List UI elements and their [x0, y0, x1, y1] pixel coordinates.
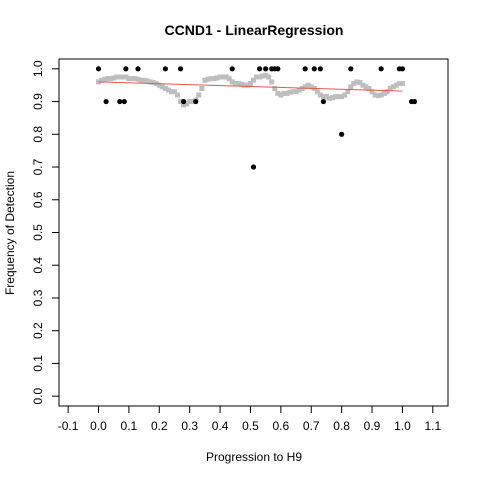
chart-title: CCND1 - LinearRegression [165, 22, 344, 38]
y-tick-label: 0.2 [31, 322, 45, 339]
smoothed-point [400, 81, 405, 86]
y-tick-label: 0.5 [31, 224, 45, 241]
y-axis-label: Frequency of Detection [3, 171, 17, 295]
observed-point [193, 99, 198, 104]
observed-point [117, 99, 122, 104]
observed-point [96, 66, 101, 71]
observed-point [122, 99, 127, 104]
smoothed-point [345, 89, 350, 94]
y-tick-label: 0.7 [31, 158, 45, 175]
observed-point [318, 66, 323, 71]
x-tick-label: 1.0 [394, 419, 411, 433]
x-tick-label: 0.6 [273, 419, 290, 433]
observed-point [275, 66, 280, 71]
x-tick-label: 0.8 [333, 419, 350, 433]
smoothed-point [266, 75, 271, 80]
observed-point [181, 99, 186, 104]
observed-point [348, 66, 353, 71]
y-tick-label: 0.6 [31, 191, 45, 208]
y-tick-label: 0.8 [31, 126, 45, 143]
smoothed-point [269, 79, 274, 84]
smoothed-point [175, 93, 180, 98]
observed-point [412, 99, 417, 104]
x-axis-label: Progression to H9 [206, 450, 302, 464]
observed-point [257, 66, 262, 71]
observed-point [303, 66, 308, 71]
x-tick-label: 0.7 [303, 419, 320, 433]
y-tick-label: 0.3 [31, 289, 45, 306]
x-tick-label: 0.2 [151, 419, 168, 433]
observed-point [178, 66, 183, 71]
observed-point [379, 66, 384, 71]
x-tick-label: -0.1 [58, 419, 79, 433]
x-tick-label: 0.0 [90, 419, 107, 433]
y-tick-label: 0.9 [31, 93, 45, 110]
observed-point [312, 66, 317, 71]
smoothed-point [196, 93, 201, 98]
observed-point [263, 66, 268, 71]
x-tick-label: 0.4 [212, 419, 229, 433]
y-tick-label: 0.1 [31, 355, 45, 372]
observed-point [400, 66, 405, 71]
observed-point [123, 66, 128, 71]
y-tick-label: 0.4 [31, 257, 45, 274]
observed-point [135, 66, 140, 71]
x-tick-label: 0.1 [121, 419, 138, 433]
y-tick-label: 1.0 [31, 60, 45, 77]
observed-point [104, 99, 109, 104]
observed-point [163, 66, 168, 71]
x-tick-label: 0.9 [364, 419, 381, 433]
smoothed-point [199, 86, 204, 91]
x-tick-label: 0.3 [181, 419, 198, 433]
observed-point [339, 132, 344, 137]
x-tick-label: 0.5 [242, 419, 259, 433]
observed-point [230, 66, 235, 71]
observed-point [251, 164, 256, 169]
observed-point [321, 99, 326, 104]
y-tick-label: 0.0 [31, 388, 45, 405]
x-tick-label: 1.1 [424, 419, 441, 433]
